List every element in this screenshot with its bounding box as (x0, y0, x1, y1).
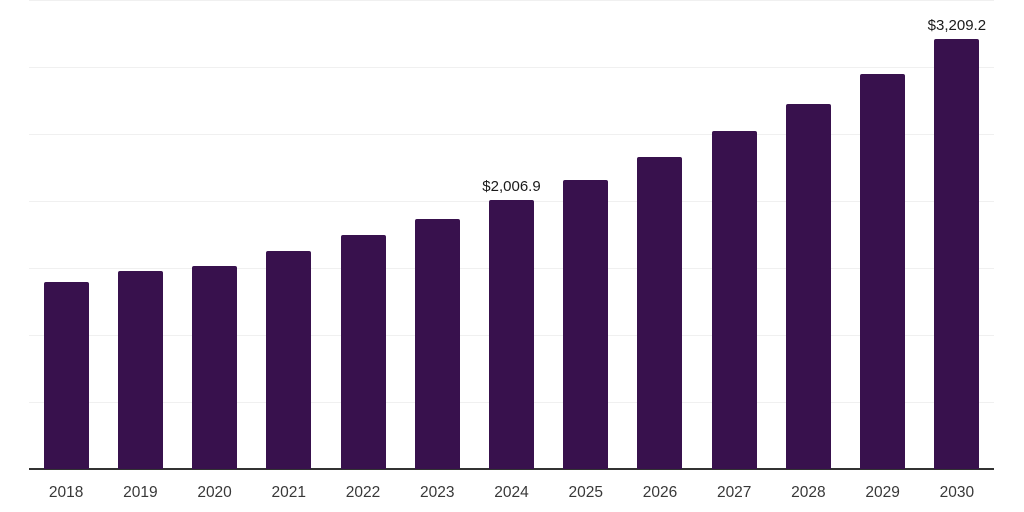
gridline (29, 67, 994, 68)
bar-value-label-2030: $3,209.2 (927, 16, 987, 34)
bar-2020 (192, 266, 238, 469)
bar-2025 (563, 179, 609, 469)
bar-2027 (711, 131, 757, 469)
x-tick-label-2027: 2027 (716, 484, 752, 501)
x-tick-label-2022: 2022 (345, 484, 381, 501)
x-tick-label-2025: 2025 (568, 484, 603, 501)
bar-2029 (860, 73, 906, 469)
bar-2030 (934, 38, 980, 469)
bar-2019 (117, 271, 163, 469)
bar-2023 (414, 219, 460, 469)
x-tick-label-2021: 2021 (271, 484, 307, 501)
bar-2021 (266, 251, 312, 469)
x-tick-label-2023: 2023 (420, 484, 455, 501)
x-tick-label-2018: 2018 (48, 484, 84, 501)
gridline (29, 134, 994, 135)
x-tick-label-2030: 2030 (939, 484, 975, 501)
bar-2024 (489, 200, 534, 469)
x-tick-label-2028: 2028 (791, 484, 826, 501)
x-tick-label-2026: 2026 (642, 484, 678, 501)
bar-2028 (785, 104, 831, 469)
x-axis-tick-row: 2018 2019 2020 2021 2022 2023 2024 2025 2026 2027… (29, 469, 994, 512)
x-tick-label-2029: 2029 (865, 484, 900, 501)
plot-area: $2,006.9 $3,209.2 (29, 0, 994, 470)
bar-2026 (637, 156, 683, 469)
x-tick-label-2020: 2020 (197, 484, 232, 501)
x-axis-line (29, 468, 994, 470)
x-tick-label-2019: 2019 (123, 484, 158, 501)
bar-2022 (340, 234, 386, 469)
bar-2018 (43, 281, 89, 469)
bar-value-label-2024: $2,006.9 (482, 178, 541, 196)
gridline (29, 0, 994, 1)
x-tick-label-2024: 2024 (494, 484, 529, 501)
